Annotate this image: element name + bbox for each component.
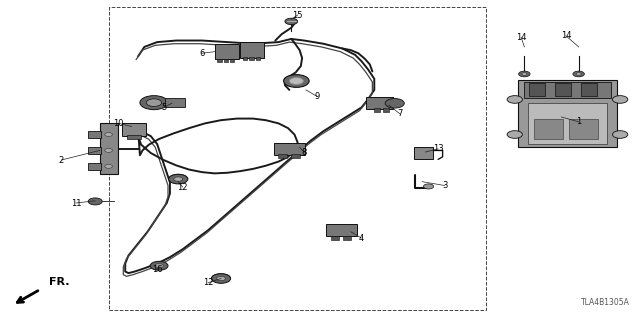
Bar <box>555 83 571 96</box>
Text: 15: 15 <box>292 11 303 20</box>
Circle shape <box>150 261 168 270</box>
Bar <box>274 143 305 155</box>
Text: 16: 16 <box>152 265 163 275</box>
Bar <box>291 154 300 158</box>
Bar <box>524 82 611 98</box>
Circle shape <box>573 71 584 77</box>
Bar <box>109 7 486 310</box>
Circle shape <box>105 132 113 136</box>
Bar <box>122 123 147 136</box>
Circle shape <box>216 276 225 281</box>
Text: 14: 14 <box>516 33 527 42</box>
Text: 1: 1 <box>576 117 581 126</box>
Circle shape <box>169 174 188 184</box>
Text: 2: 2 <box>59 156 64 164</box>
Text: 13: 13 <box>433 144 444 153</box>
Circle shape <box>612 131 628 138</box>
Text: 5: 5 <box>161 103 166 112</box>
Bar <box>88 131 101 138</box>
Circle shape <box>284 75 309 87</box>
Text: 14: 14 <box>561 31 571 40</box>
Text: 9: 9 <box>314 92 319 101</box>
Bar <box>569 119 598 139</box>
Text: 12: 12 <box>203 278 214 287</box>
Bar <box>326 224 357 236</box>
Bar <box>383 108 389 112</box>
Text: 7: 7 <box>397 109 403 118</box>
Bar <box>529 83 545 96</box>
Bar <box>214 44 239 59</box>
Circle shape <box>285 18 298 25</box>
Bar <box>249 57 253 60</box>
Circle shape <box>289 77 303 84</box>
Bar <box>580 83 596 96</box>
Bar <box>88 163 101 170</box>
Circle shape <box>424 184 434 189</box>
Circle shape <box>147 99 162 107</box>
Bar <box>527 103 607 144</box>
Circle shape <box>105 148 113 152</box>
Bar <box>240 43 264 58</box>
Circle shape <box>522 73 527 75</box>
Circle shape <box>173 177 182 181</box>
Bar <box>166 98 184 108</box>
Text: 8: 8 <box>301 148 307 156</box>
Circle shape <box>612 96 628 103</box>
Circle shape <box>507 96 522 103</box>
Text: FR.: FR. <box>49 277 69 287</box>
Circle shape <box>507 131 522 138</box>
Bar <box>343 236 351 240</box>
Bar <box>243 57 247 60</box>
Bar <box>127 135 141 139</box>
Circle shape <box>518 71 530 77</box>
Circle shape <box>211 274 230 283</box>
Bar <box>217 59 221 62</box>
Circle shape <box>88 198 102 205</box>
Bar <box>100 123 118 174</box>
Text: 10: 10 <box>113 119 124 128</box>
Text: 11: 11 <box>71 198 81 207</box>
Circle shape <box>105 164 113 168</box>
Bar <box>414 147 433 159</box>
Text: 4: 4 <box>359 234 364 243</box>
Bar <box>518 80 617 147</box>
Circle shape <box>140 96 168 110</box>
Circle shape <box>576 73 581 75</box>
Bar <box>230 59 234 62</box>
Bar <box>255 57 260 60</box>
Text: 6: 6 <box>199 49 205 58</box>
Bar <box>366 97 393 109</box>
Bar <box>223 59 228 62</box>
Text: 3: 3 <box>442 181 447 190</box>
Circle shape <box>155 264 164 268</box>
Bar <box>374 108 380 112</box>
Text: TLA4B1305A: TLA4B1305A <box>581 298 630 307</box>
Bar <box>278 154 287 158</box>
Bar <box>332 236 339 240</box>
Text: 12: 12 <box>177 183 188 192</box>
Circle shape <box>385 99 404 108</box>
Bar <box>88 147 101 154</box>
Bar <box>534 119 563 139</box>
